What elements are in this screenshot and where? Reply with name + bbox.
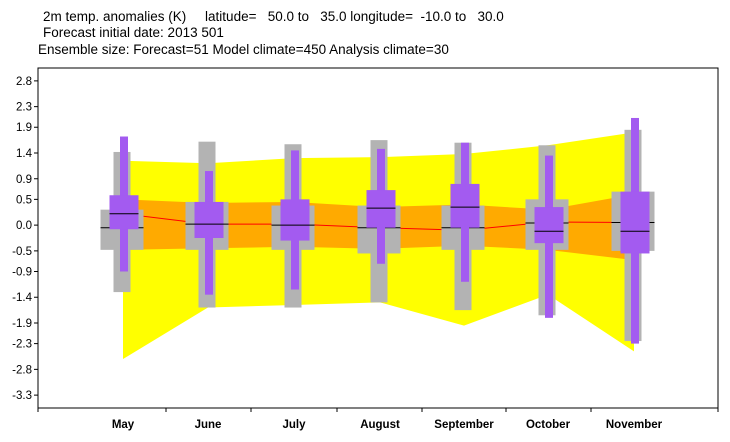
x-category-label: September xyxy=(434,419,494,431)
forecast-august-box xyxy=(366,190,396,228)
forecast-september-box xyxy=(450,183,480,228)
x-category-label: August xyxy=(360,419,400,431)
y-tick-label: -2.3 xyxy=(12,339,32,351)
forecast-july-box xyxy=(280,199,310,241)
y-tick-label: 2.8 xyxy=(16,76,32,88)
y-tick-label: 0.9 xyxy=(16,174,32,186)
forecast-june-box xyxy=(194,201,224,238)
y-tick-label: -0.5 xyxy=(12,246,32,258)
x-category-label: October xyxy=(526,419,571,431)
forecast-may-box xyxy=(109,195,139,230)
box-plot-layer xyxy=(100,117,655,344)
y-tick-label: -3.3 xyxy=(12,390,32,402)
header-title-line: 2m temp. anomalies (K) latitude= 50.0 to… xyxy=(43,9,504,24)
header-forecast-date: Forecast initial date: 2013 501 xyxy=(43,25,224,40)
x-category-label: July xyxy=(282,419,306,431)
header-ensemble-size: Ensemble size: Forecast=51 Model climate… xyxy=(38,42,449,57)
y-tick-label: 1.4 xyxy=(16,148,33,160)
y-tick-label: -1.4 xyxy=(12,292,32,304)
x-category-label: June xyxy=(195,419,222,431)
x-category-label: November xyxy=(606,419,663,431)
y-tick-label: -2.8 xyxy=(12,364,32,376)
plot-frame xyxy=(37,67,719,409)
y-tick-label: -0.9 xyxy=(12,266,32,278)
x-category-label: May xyxy=(112,419,135,431)
forecast-november-box xyxy=(620,191,650,254)
forecast-october-box xyxy=(534,207,564,244)
y-tick-label: -1.9 xyxy=(12,318,32,330)
y-tick-label: 0.5 xyxy=(16,194,32,206)
axes-layer: 2.8 2.3 1.9 1.4 0.9 0.5 0.0 -0.5 -0.9 -1.4 -1.9 -2.… xyxy=(12,67,719,431)
y-tick-label: 0.0 xyxy=(16,220,32,232)
y-tick-label: 1.9 xyxy=(16,122,32,134)
y-tick-label: 2.3 xyxy=(16,102,32,114)
chart-header: 2m temp. anomalies (K) latitude= 50.0 to… xyxy=(0,0,730,62)
